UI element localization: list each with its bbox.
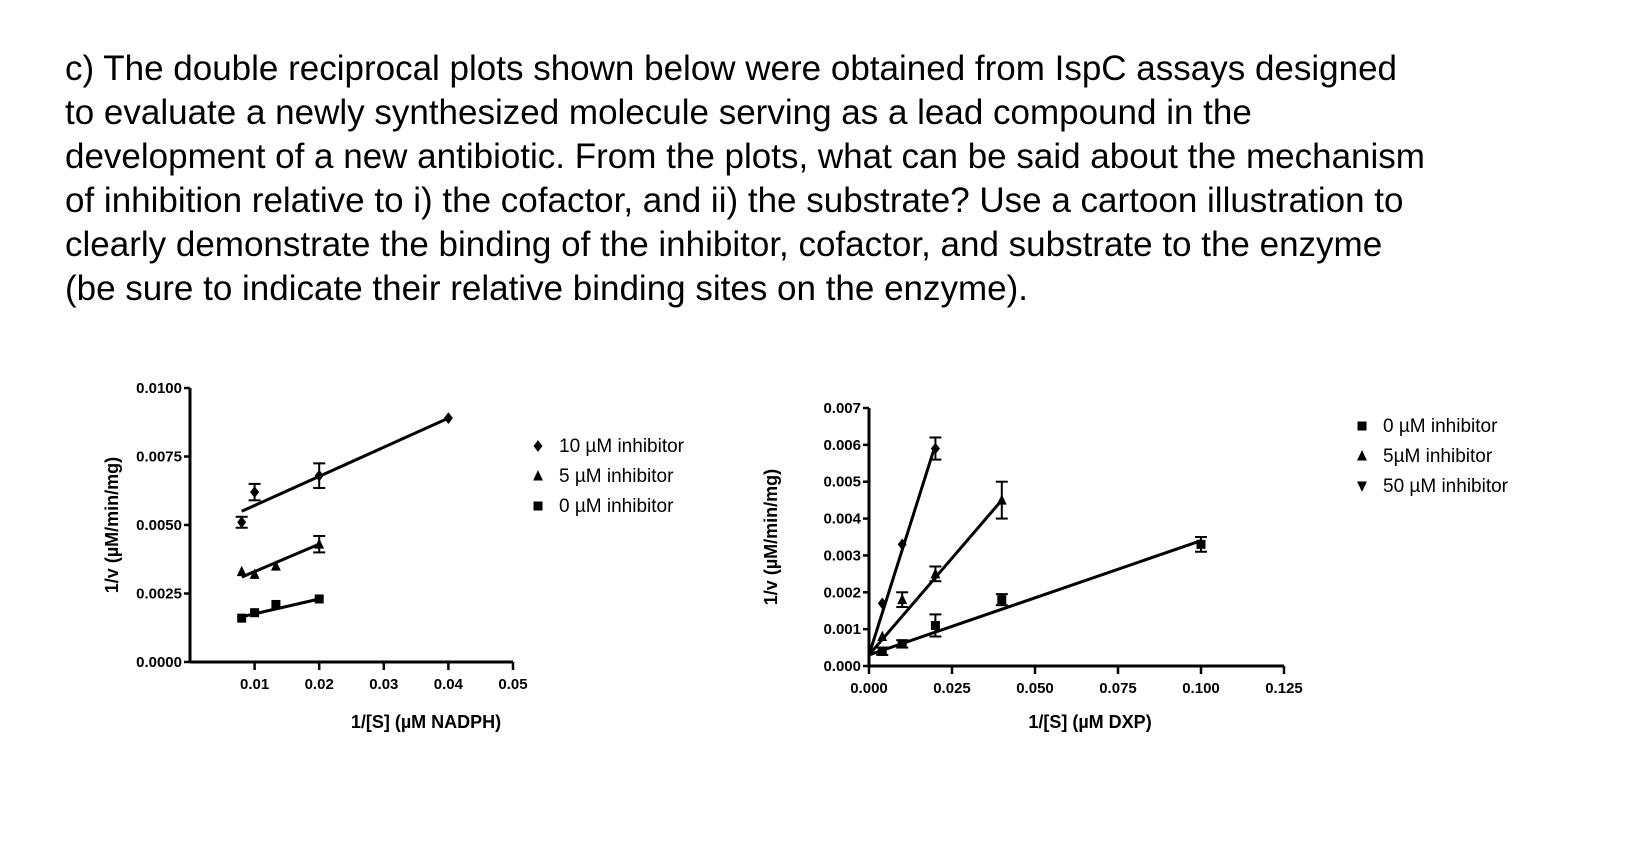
data-point — [249, 568, 260, 579]
x-tick-label: 0.025 — [933, 680, 971, 697]
data-point — [877, 630, 888, 642]
legend-label: 0 µM inhibitor — [559, 496, 674, 517]
data-point — [314, 538, 325, 549]
x-tick-label: 0.000 — [850, 680, 888, 697]
data-point — [996, 494, 1007, 505]
x-tick-label: 0.05 — [498, 676, 527, 693]
x-tick-label: 0.04 — [434, 676, 464, 693]
legend-marker — [1357, 421, 1367, 431]
fit-line — [868, 539, 1202, 657]
series-3 — [237, 594, 324, 623]
data-point — [1196, 539, 1206, 549]
data-point — [897, 538, 907, 551]
chart-2: 0.000 0.001 0.002 0.003 0.004 0.005 0.006 0.007… — [761, 400, 1509, 732]
y-tick-label: 0.0050 — [136, 517, 182, 534]
y-tick-label: 0.006 — [823, 437, 861, 454]
data-point — [997, 595, 1007, 605]
y-tick-label: 0.003 — [823, 547, 861, 564]
legend-label: 0 µM inhibitor — [1383, 416, 1498, 437]
y-tick-label: 0.0025 — [136, 586, 182, 603]
x-tick-label: 0.075 — [1099, 680, 1137, 697]
data-point — [897, 593, 908, 605]
data-point — [930, 620, 940, 630]
question-line: c) The double reciprocal plots shown bel… — [65, 49, 1398, 88]
fit-line — [241, 416, 450, 513]
data-point — [877, 646, 887, 656]
data-point — [237, 613, 247, 623]
series-1 — [868, 536, 1207, 657]
y-tick-label: 0.002 — [823, 584, 861, 601]
x-tick-label: 0.100 — [1182, 680, 1220, 697]
data-point — [250, 486, 260, 498]
data-point — [237, 516, 247, 529]
y-tick-label: 0.0075 — [136, 449, 182, 466]
question-line: of inhibition relative to i) the cofacto… — [65, 181, 1404, 220]
series-1 — [235, 412, 453, 529]
y-axis-label: 1/v (µM/min/mg) — [761, 469, 781, 605]
data-point — [236, 565, 247, 577]
legend-marker — [533, 501, 543, 511]
question-line: to evaluate a newly synthesized molecule… — [65, 93, 1252, 132]
legend-label: 50 µM inhibitor — [1383, 476, 1509, 497]
y-tick-label: 0.004 — [823, 511, 861, 528]
y-tick-label: 0.001 — [823, 621, 861, 638]
y-tick-label: 0.007 — [823, 400, 861, 417]
x-tick-label: 0.02 — [305, 676, 334, 693]
data-point — [930, 442, 940, 455]
legend-label: 5µM inhibitor — [1383, 446, 1493, 467]
x-tick-label: 0.01 — [240, 676, 269, 693]
data-point — [443, 412, 453, 424]
series-2 — [236, 534, 326, 579]
y-tick-label: 0.000 — [823, 658, 861, 675]
question-line: (be sure to indicate their relative bind… — [65, 269, 1029, 308]
data-point — [897, 639, 907, 649]
data-point — [271, 599, 281, 609]
data-point — [270, 560, 281, 571]
question-line: clearly demonstrate the binding of the i… — [65, 225, 1383, 264]
y-tick-label: 0.005 — [823, 474, 861, 491]
x-tick-label: 0.03 — [369, 676, 398, 693]
legend-marker — [533, 470, 543, 481]
x-axis-label: 1/[S] (µM DXP) — [1028, 712, 1151, 732]
question-text: c) The double reciprocal plots shown bel… — [65, 47, 1625, 311]
x-tick-label: 0.050 — [1016, 680, 1054, 697]
y-axis-label: 1/v (µM/min/mg) — [102, 457, 122, 593]
x-tick-label: 0.125 — [1265, 680, 1303, 697]
legend-marker — [533, 440, 543, 452]
data-point — [250, 608, 260, 618]
legend-label: 10 µM inhibitor — [559, 436, 685, 457]
data-point — [877, 597, 887, 610]
legend-label: 5 µM inhibitor — [559, 466, 674, 487]
question-line: development of a new antibiotic. From th… — [65, 137, 1425, 176]
y-tick-label: 0.0100 — [136, 380, 182, 397]
y-tick-label: 0.0000 — [136, 654, 182, 671]
legend-marker — [1357, 481, 1367, 492]
legend-marker — [1357, 450, 1367, 461]
chart-1: 0.0000 0.0025 0.0050 0.0075 0.0100 0.01 0.02 0.… — [102, 380, 685, 732]
series-3 — [867, 436, 942, 656]
data-point — [314, 594, 324, 604]
x-axis-label: 1/[S] (µM NADPH) — [351, 712, 501, 732]
data-point — [314, 469, 324, 482]
series-2 — [867, 480, 1008, 656]
data-point — [930, 568, 941, 579]
